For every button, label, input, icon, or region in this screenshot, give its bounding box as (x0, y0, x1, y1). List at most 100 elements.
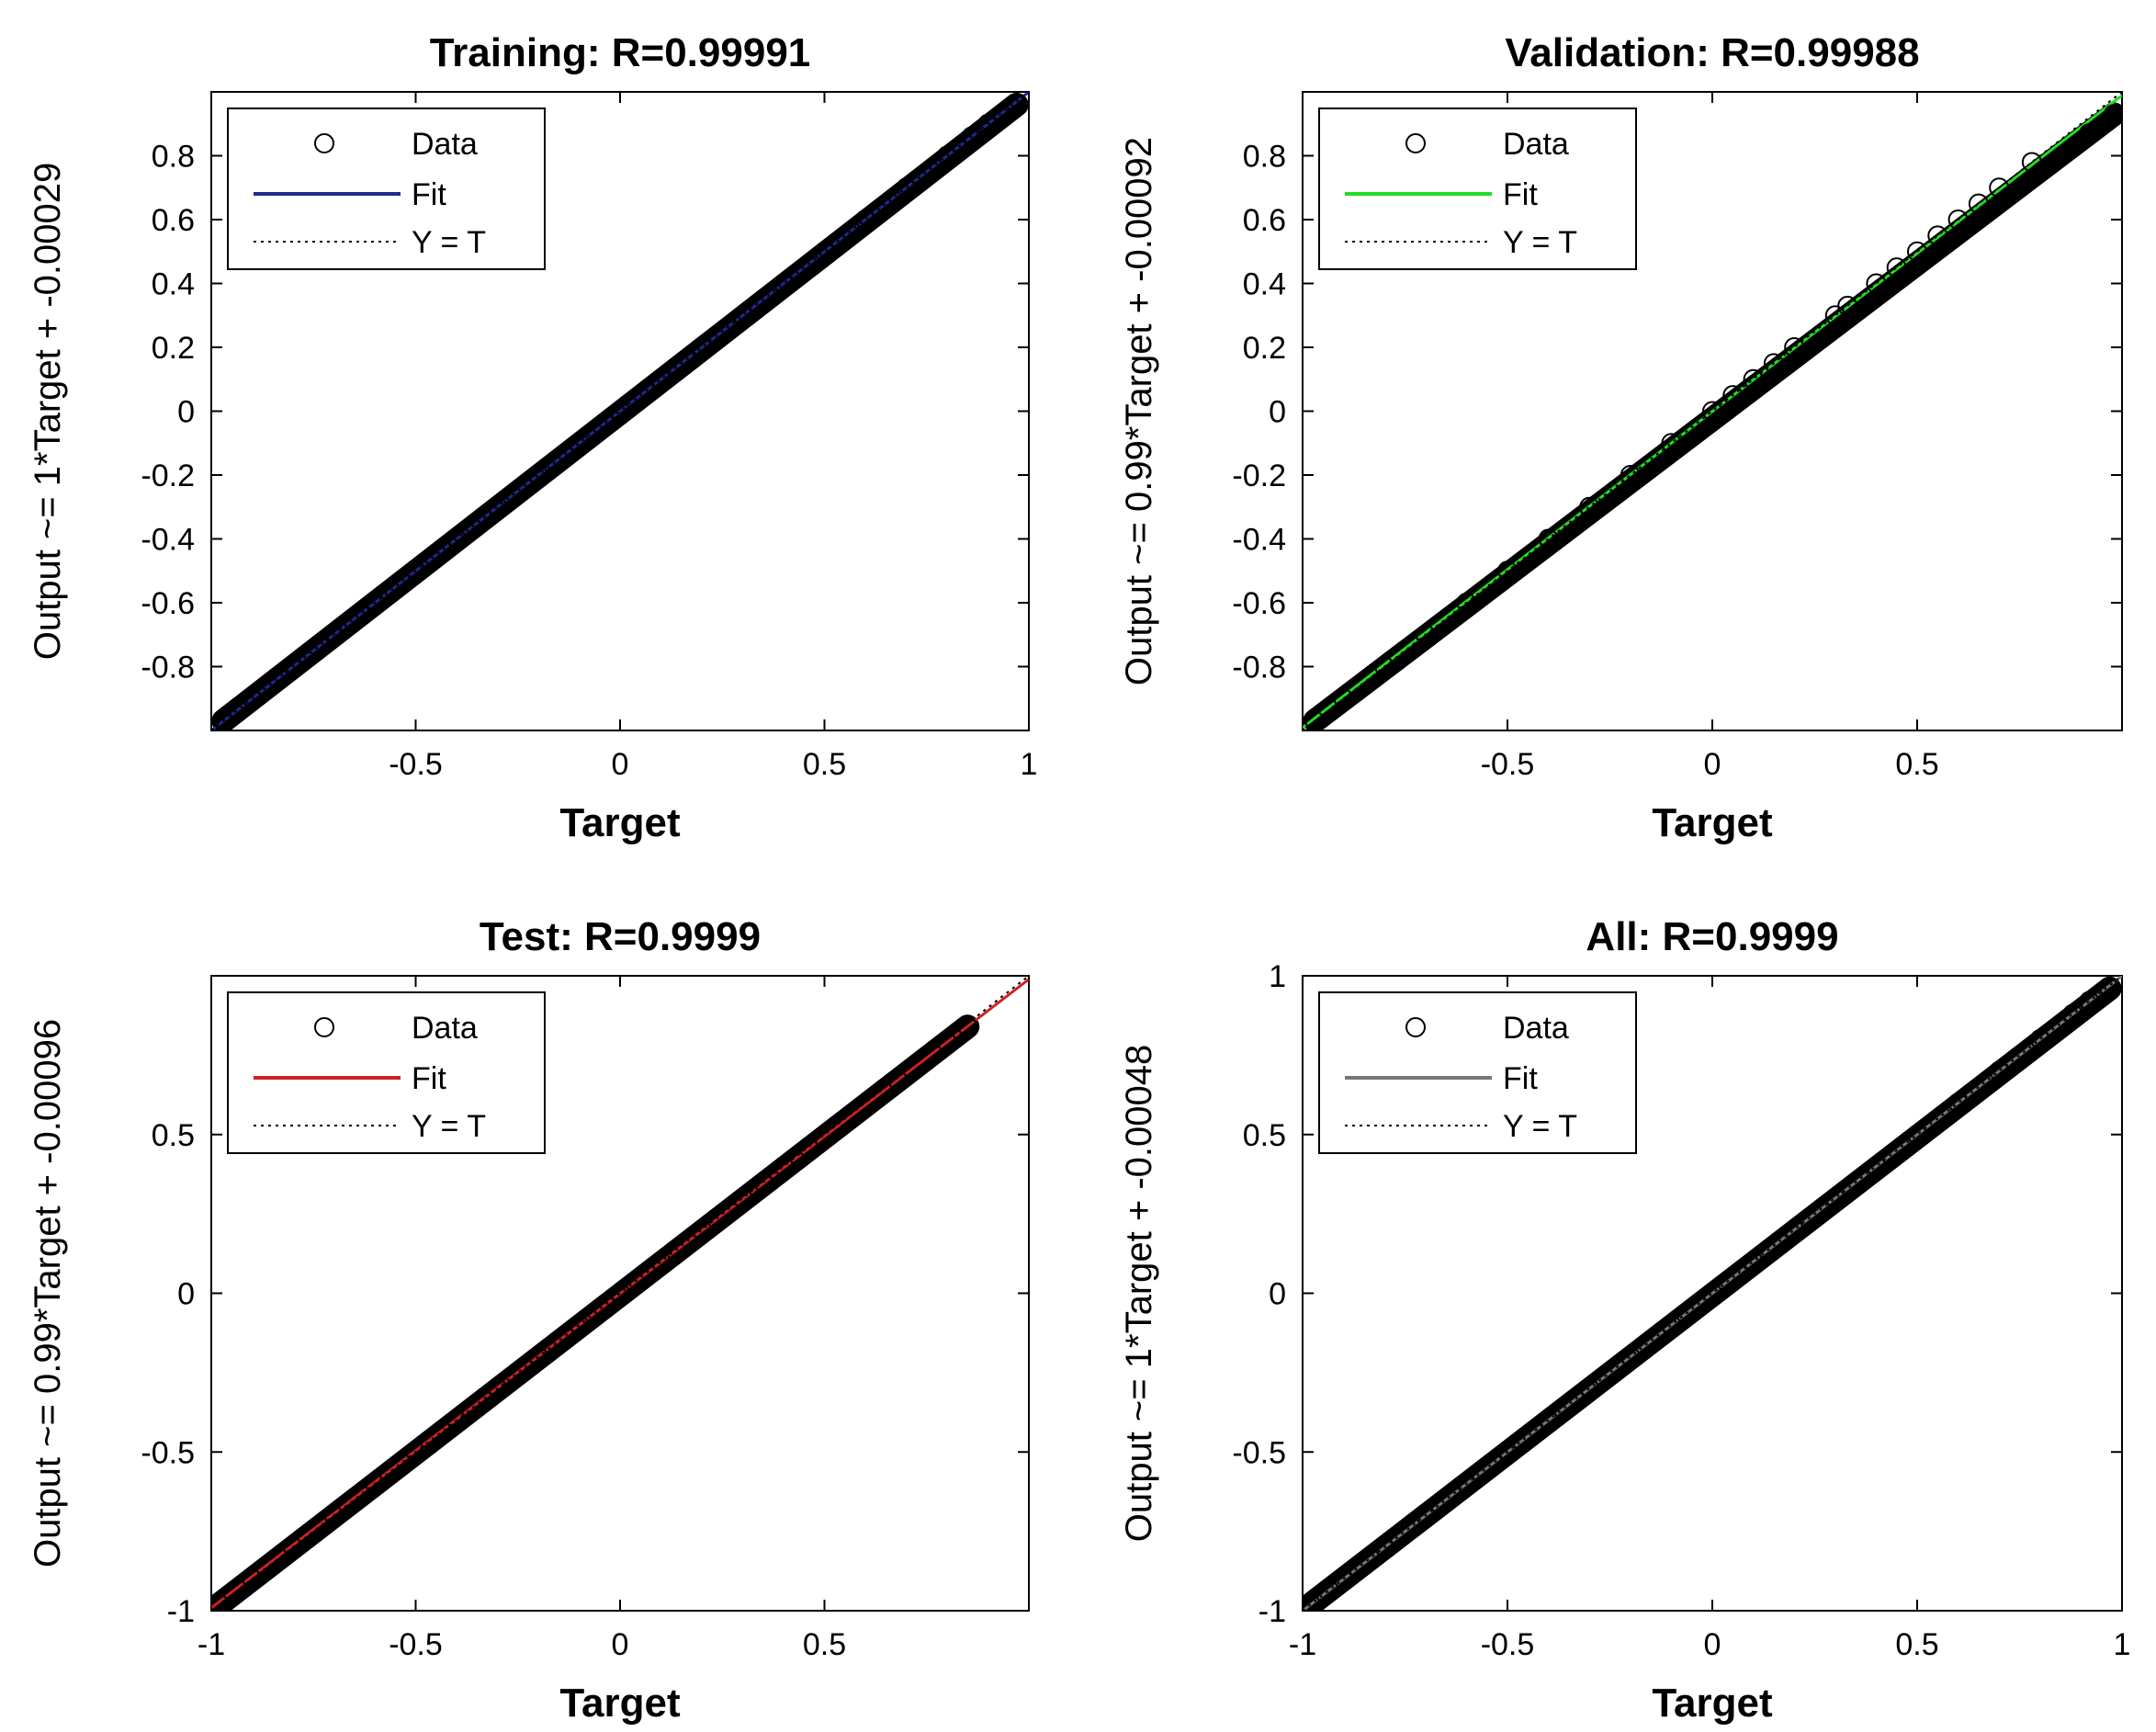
x-axis-label: Target (1652, 800, 1773, 845)
data-point (1886, 257, 1907, 278)
data-point (2062, 1003, 2083, 1024)
x-tick-label: 1 (1021, 747, 1038, 782)
data-point (2029, 1029, 2050, 1050)
data-point (692, 1219, 712, 1240)
y-axis-label: Output ~= 0.99*Target + -0.00096 (28, 1019, 68, 1568)
x-tick-label: -1 (1289, 1627, 1316, 1662)
data-point (446, 1409, 467, 1431)
x-tick-label: -0.5 (1481, 747, 1535, 782)
data-point (487, 1378, 508, 1399)
data-point (1538, 528, 1559, 549)
y-tick-label: -0.6 (1232, 586, 1286, 621)
data-point (1661, 1315, 1682, 1336)
legend-data-marker (1405, 1017, 1426, 1037)
y-tick-label: 0.5 (1243, 1118, 1286, 1153)
y-tick-label: -1 (167, 1594, 195, 1629)
data-point (1374, 1536, 1395, 1557)
data-point (961, 126, 982, 147)
y-tick-label: -0.8 (141, 651, 195, 685)
legend-fit-label: Fit (412, 1061, 446, 1096)
data-point (650, 368, 672, 390)
legend-yt-label: Y = T (1503, 225, 1577, 260)
data-point (937, 145, 957, 166)
data-point (405, 1442, 426, 1463)
legend-data-label: Data (1503, 127, 1569, 162)
data-point (937, 1032, 957, 1053)
y-axis-label: Output ~= 1*Target + -0.00048 (1119, 1045, 1159, 1543)
y-tick-label: 0.2 (152, 331, 195, 366)
legend-yt-label: Y = T (412, 225, 486, 260)
legend: Data Fit Y = T (1318, 108, 1637, 270)
data-point (896, 177, 917, 198)
chart-title: Test: R=0.9999 (480, 914, 761, 959)
legend-fit-label: Fit (412, 177, 446, 212)
data-point (1006, 94, 1027, 115)
x-tick-label: 1 (2114, 1627, 2131, 1662)
legend-data-marker (314, 1017, 334, 1037)
legend-box (1318, 991, 1637, 1154)
data-point (1989, 177, 2010, 198)
series-layer (1303, 92, 2122, 730)
subplot-3: Test: R=0.9999 Target Output ~= 0.99*Targe… (28, 914, 1030, 1726)
data-point (323, 1505, 344, 1526)
data-point (528, 1346, 548, 1367)
data-point (569, 433, 590, 454)
fit-line (1303, 976, 2122, 1611)
y-tick-label: -0.5 (1232, 1435, 1286, 1470)
y-tick-label: -0.2 (1232, 458, 1286, 493)
data-point (1824, 1187, 1846, 1208)
legend: Data Fit Y = T (227, 108, 546, 270)
x-axis-label: Target (1652, 1681, 1773, 1726)
data-point (1866, 1156, 1887, 1177)
data-point (1579, 496, 1600, 517)
data-point (1784, 337, 1805, 357)
fit-line (211, 978, 1029, 1610)
series-layer (211, 92, 1029, 730)
data-point (1374, 656, 1395, 677)
data-point (855, 209, 875, 230)
data-point (773, 273, 794, 294)
y-tick-label: 0.6 (1243, 203, 1286, 238)
x-tick-label: 0 (1704, 747, 1721, 782)
legend-box (227, 108, 546, 270)
y-tick-label: -0.6 (141, 586, 195, 621)
data-point (1947, 1092, 1969, 1114)
y-tick-label: -0.5 (141, 1435, 195, 1470)
y-tick-label: 0.6 (152, 203, 195, 238)
data-point (213, 710, 234, 730)
y-tick-label: 0 (1269, 395, 1286, 430)
x-tick-label: -0.5 (389, 747, 443, 782)
data-point (2079, 123, 2100, 144)
y-tick-label: 1 (1269, 959, 1286, 994)
data-point (692, 337, 712, 357)
legend-data-marker (1405, 133, 1426, 153)
x-axis-label: Target (559, 1681, 681, 1726)
x-tick-label: 0.5 (803, 1627, 846, 1662)
data-point (1837, 295, 1858, 316)
legend-data-label: Data (1503, 1011, 1569, 1046)
data-point (1927, 225, 1948, 246)
data-point (1702, 1283, 1722, 1304)
x-axis-label: Target (559, 800, 681, 845)
data-point (446, 528, 467, 549)
data-point (487, 496, 508, 517)
y-tick-label: 0.8 (1243, 140, 1286, 175)
data-point (797, 1137, 818, 1158)
x-tick-label: 0.5 (1895, 747, 1938, 782)
legend: Data Fit Y = T (227, 991, 546, 1154)
y-tick-label: 0.8 (152, 140, 195, 175)
x-tick-label: 0 (1704, 1627, 1721, 1662)
data-point (732, 1187, 753, 1208)
x-tick-label: -0.5 (389, 1627, 443, 1662)
x-tick-label: -1 (198, 1627, 225, 1662)
x-tick-label: -0.5 (1481, 1627, 1535, 1662)
data-point (610, 401, 630, 422)
data-point (1907, 1124, 1927, 1145)
y-tick-label: 0.4 (152, 267, 195, 302)
data-point (242, 1568, 263, 1590)
data-point (405, 560, 426, 582)
series-layer (1303, 976, 2122, 1611)
data-point (957, 1016, 978, 1037)
data-point (1722, 385, 1744, 406)
